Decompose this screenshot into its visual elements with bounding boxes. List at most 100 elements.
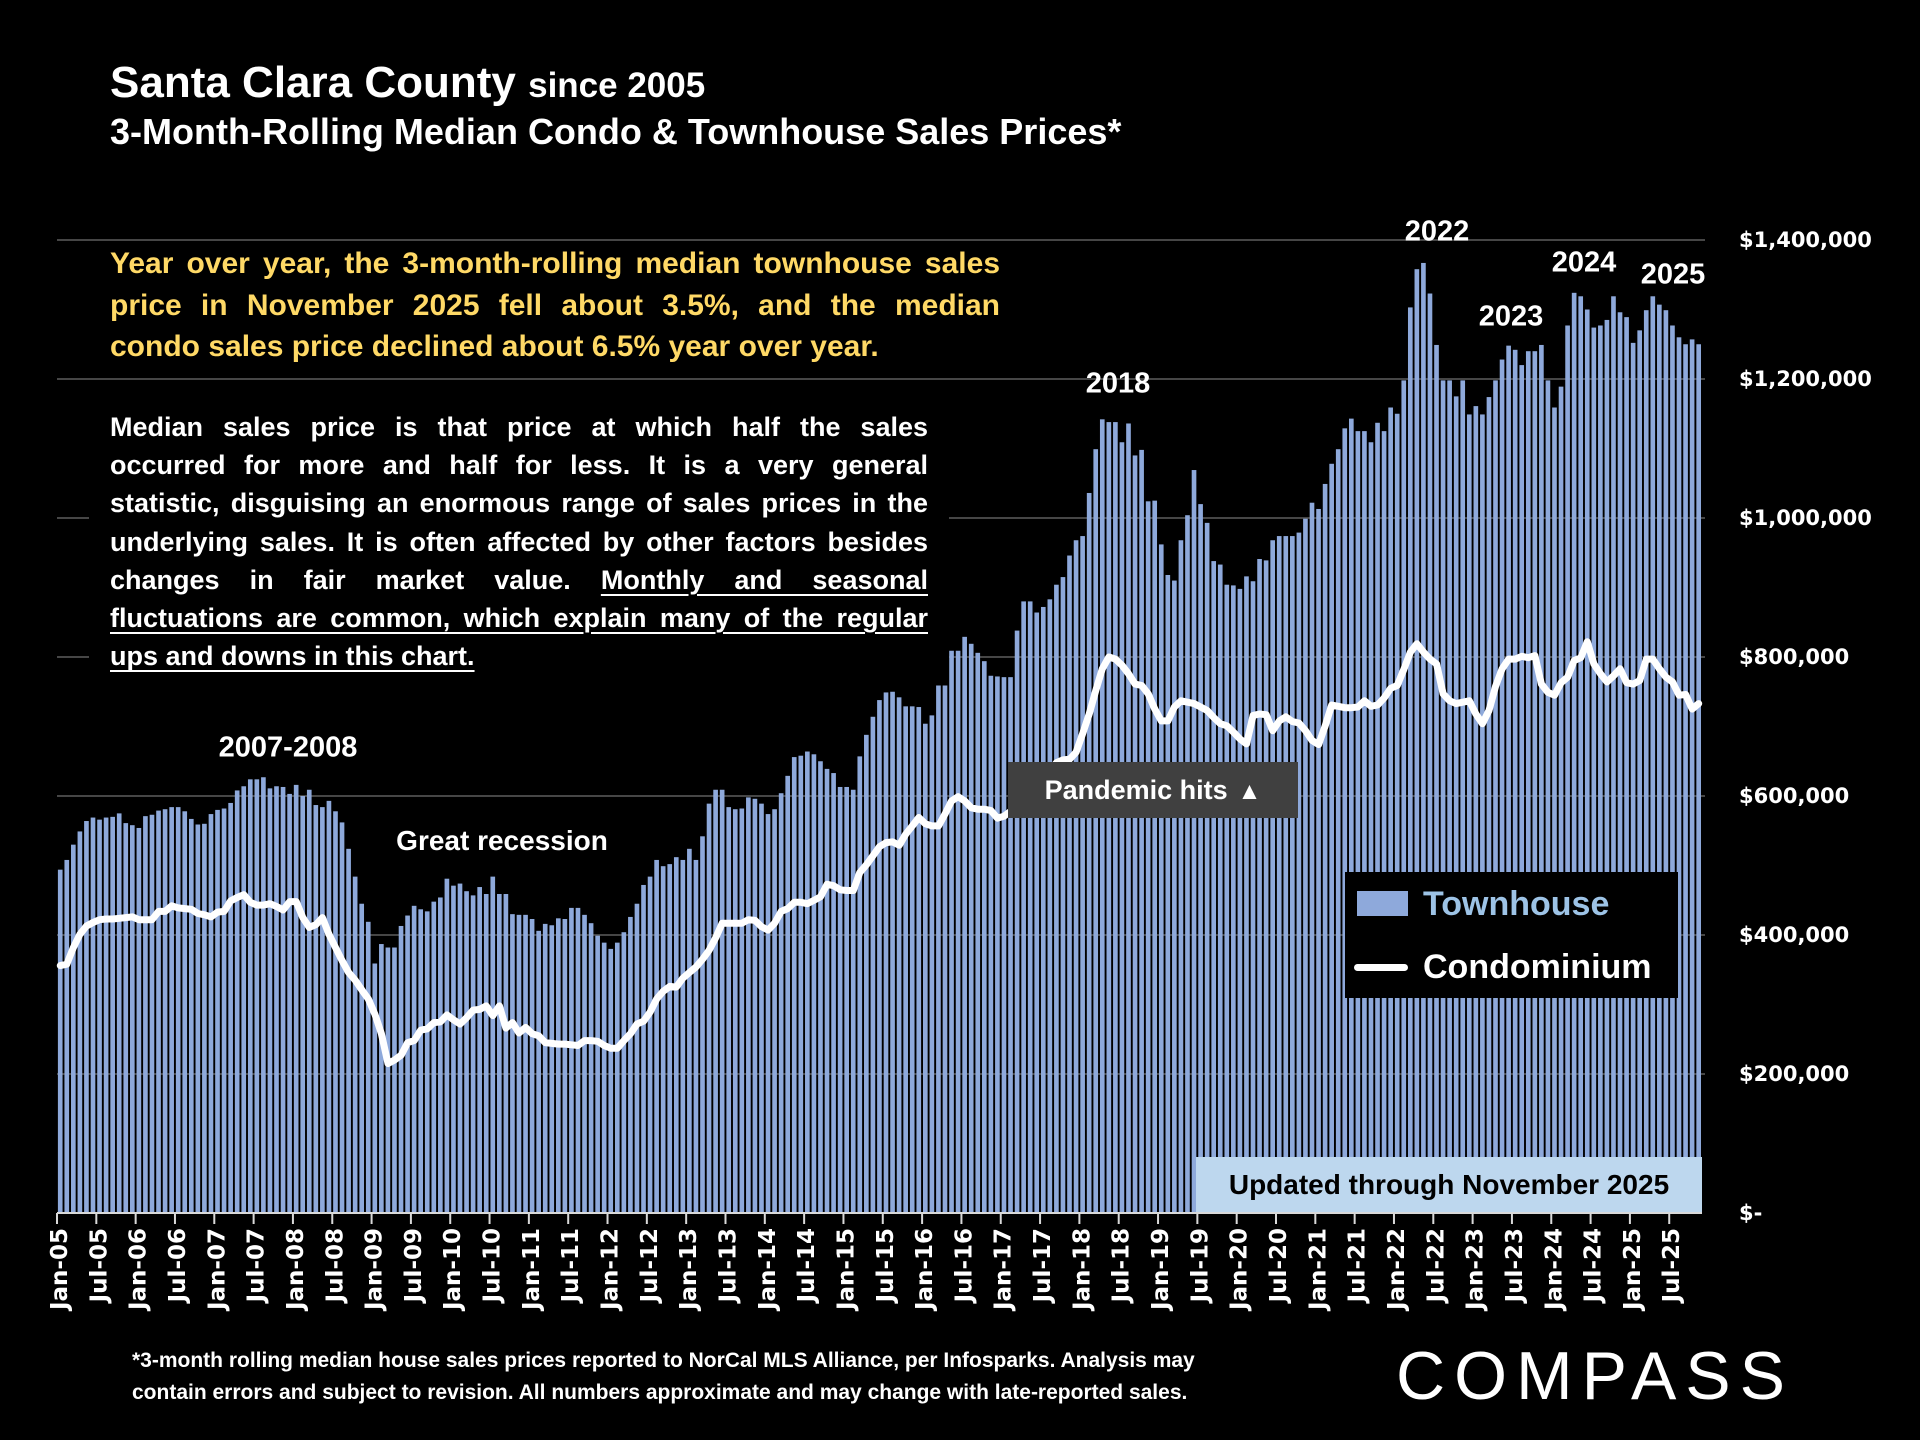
updated-through-badge: Updated through November 2025 <box>1196 1157 1702 1212</box>
townhouse-bar <box>1158 544 1164 1213</box>
townhouse-bar <box>1650 296 1656 1213</box>
y-tick-label: $1,000,000 <box>1739 506 1872 530</box>
townhouse-bar <box>831 773 836 1213</box>
pandemic-label: Pandemic hits <box>1044 774 1228 805</box>
townhouse-bar <box>601 942 607 1213</box>
townhouse-bar <box>1578 296 1584 1213</box>
townhouse-bar <box>673 857 679 1213</box>
townhouse-bar <box>1643 310 1649 1213</box>
compass-logo: COMPASS <box>1396 1338 1795 1414</box>
townhouse-bar <box>1191 470 1197 1213</box>
townhouse-bar <box>765 814 771 1213</box>
townhouse-bar <box>372 963 378 1213</box>
legend-label-townhouse: Townhouse <box>1423 885 1610 923</box>
townhouse-bar <box>1453 396 1459 1214</box>
townhouse-bar <box>1545 380 1551 1213</box>
townhouse-bar <box>254 779 260 1213</box>
townhouse-bar <box>1512 349 1518 1213</box>
townhouse-bar <box>320 807 325 1213</box>
townhouse-bar <box>877 700 882 1213</box>
townhouse-bar <box>1145 501 1151 1213</box>
townhouse-bar <box>280 786 286 1213</box>
townhouse-bar <box>1217 564 1223 1213</box>
townhouse-bar <box>1407 307 1413 1213</box>
townhouse-bar <box>549 925 555 1213</box>
x-tick-label: Jan-15 <box>834 1228 860 1312</box>
townhouse-bar <box>359 903 365 1213</box>
townhouse-bar <box>392 947 397 1213</box>
page-title: Santa Clara County since 2005 <box>110 61 705 108</box>
townhouse-bar <box>1375 422 1380 1213</box>
townhouse-bar <box>1414 269 1420 1213</box>
townhouse-bar <box>1571 292 1577 1213</box>
townhouse-bar <box>1381 431 1387 1214</box>
title-suffix: since 2005 <box>528 66 706 105</box>
townhouse-bar <box>175 807 181 1213</box>
townhouse-bar <box>1237 588 1243 1213</box>
townhouse-bar <box>1670 325 1675 1213</box>
x-tick-label: Jan-06 <box>126 1228 152 1312</box>
townhouse-bar <box>536 930 541 1213</box>
townhouse-bar <box>497 894 502 1213</box>
x-tick-label: Jan-07 <box>204 1228 230 1312</box>
townhouse-bar <box>156 810 161 1213</box>
annotation-2018: 2018 <box>1085 367 1151 400</box>
x-tick-label: Jan-25 <box>1620 1228 1646 1312</box>
x-tick-label: Jul-24 <box>1581 1228 1607 1304</box>
townhouse-bar <box>529 919 535 1213</box>
townhouse-bar <box>719 789 725 1213</box>
x-tick-label: Jul-08 <box>322 1228 348 1304</box>
legend-item-condominium: Condominium <box>1345 937 1678 997</box>
townhouse-bar <box>1263 560 1269 1213</box>
townhouse-bar <box>1322 483 1328 1213</box>
townhouse-bar <box>759 803 764 1213</box>
townhouse-bar <box>949 650 954 1213</box>
townhouse-bar <box>110 816 115 1213</box>
townhouse-bar <box>523 914 528 1213</box>
townhouse-bar <box>1329 463 1334 1213</box>
townhouse-bar <box>1335 449 1341 1213</box>
townhouse-bar <box>883 692 889 1213</box>
townhouse-bar <box>1506 345 1511 1213</box>
townhouse-bar <box>916 707 922 1213</box>
townhouse-bar <box>451 885 456 1213</box>
underlined-text-segment: fluctuations are common, which explain m… <box>110 603 928 634</box>
townhouse-bar <box>490 876 496 1213</box>
x-tick-label: Jan-17 <box>991 1228 1017 1312</box>
y-axis-labels: $- $200,000 $400,000 $600,000 $800,000 $1,000… <box>1739 228 1872 1225</box>
townhouse-bar <box>103 817 109 1213</box>
x-tick-label: Jan-13 <box>676 1228 702 1312</box>
townhouse-bar <box>1598 325 1603 1213</box>
townhouse-bar <box>365 921 371 1213</box>
townhouse-bar <box>1119 442 1125 1213</box>
townhouse-bar <box>300 796 306 1213</box>
townhouse-bar <box>333 811 338 1213</box>
townhouse-bar <box>1021 601 1026 1213</box>
x-tick-label: Jan-23 <box>1463 1228 1489 1312</box>
townhouse-bar <box>628 916 633 1213</box>
x-tick-label: Jul-18 <box>1109 1228 1135 1304</box>
x-tick-label: Jan-22 <box>1384 1228 1410 1312</box>
townhouse-bar <box>313 805 319 1213</box>
townhouse-bar <box>1624 317 1629 1213</box>
text-segment: statistic, disguising an enormous range … <box>110 488 928 519</box>
text-segment: changes in fair market value. <box>110 564 601 595</box>
townhouse-bar <box>182 811 188 1213</box>
townhouse-bar <box>424 911 430 1213</box>
highlight-line: Year over year, the 3-month-rolling medi… <box>110 247 1000 280</box>
townhouse-bar <box>97 819 102 1213</box>
townhouse-bar <box>234 790 240 1213</box>
townhouse-bar <box>1630 342 1636 1213</box>
townhouse-bar <box>1388 407 1393 1213</box>
townhouse-bar <box>726 807 732 1213</box>
townhouse-bar <box>477 887 482 1213</box>
townhouse-bar <box>1349 418 1354 1213</box>
footnote-line: *3-month rolling median house sales pric… <box>132 1349 1195 1372</box>
townhouse-bar <box>654 859 659 1213</box>
townhouse-bar <box>1434 344 1439 1213</box>
annotation-2024: 2024 <box>1551 246 1617 279</box>
townhouse-bar <box>162 809 168 1213</box>
townhouse-bar <box>936 685 941 1213</box>
townhouse-bar <box>1316 508 1321 1214</box>
townhouse-bar <box>247 779 253 1213</box>
